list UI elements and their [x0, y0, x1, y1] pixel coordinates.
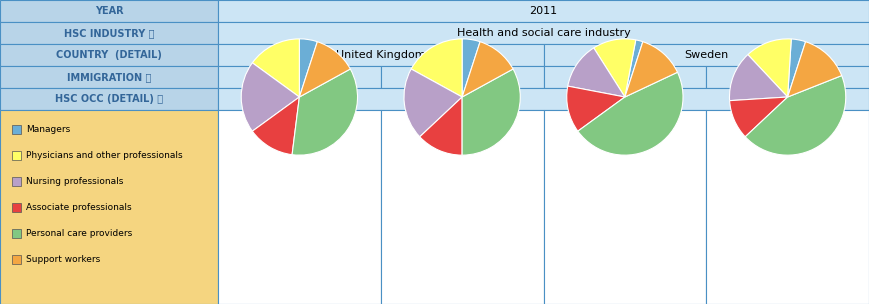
Bar: [0, 88, 218, 110]
Text: United Kingdom: United Kingdom: [336, 50, 426, 60]
Wedge shape: [594, 39, 636, 97]
Wedge shape: [746, 76, 846, 155]
Text: IMMIGRATION ⓘ: IMMIGRATION ⓘ: [67, 72, 151, 82]
Wedge shape: [462, 69, 521, 155]
Bar: [706, 66, 869, 88]
Wedge shape: [578, 72, 683, 155]
Wedge shape: [748, 39, 792, 97]
Text: Support workers: Support workers: [26, 255, 100, 264]
Wedge shape: [462, 39, 480, 97]
Text: Not an immigrant: Not an immigrant: [416, 72, 508, 82]
Wedge shape: [730, 97, 787, 137]
Bar: [0, 22, 218, 44]
Bar: [12, 125, 21, 134]
Wedge shape: [420, 97, 462, 155]
Bar: [218, 110, 381, 304]
Wedge shape: [292, 69, 357, 155]
Text: COUNTRY  (DETAIL): COUNTRY (DETAIL): [56, 50, 162, 60]
Text: Not an immigrant: Not an immigrant: [741, 72, 833, 82]
Text: 2011: 2011: [529, 6, 558, 16]
Wedge shape: [625, 40, 643, 97]
Bar: [381, 66, 543, 88]
Bar: [0, 44, 218, 66]
Wedge shape: [567, 48, 625, 97]
Bar: [543, 66, 706, 88]
Bar: [12, 229, 21, 238]
Bar: [218, 88, 869, 110]
Text: Personal care providers: Personal care providers: [26, 229, 132, 238]
Wedge shape: [567, 86, 625, 131]
Wedge shape: [729, 55, 787, 101]
Text: Associate professionals: Associate professionals: [26, 203, 131, 212]
Text: Physicians and other professionals: Physicians and other professionals: [26, 151, 182, 160]
Text: Immigrant: Immigrant: [272, 72, 327, 82]
Bar: [218, 0, 869, 22]
Wedge shape: [242, 63, 300, 131]
Text: Nursing professionals: Nursing professionals: [26, 177, 123, 186]
Text: Immigrant: Immigrant: [598, 72, 652, 82]
Bar: [543, 110, 706, 304]
Text: Managers: Managers: [26, 125, 70, 134]
Bar: [381, 110, 543, 304]
Bar: [0, 0, 218, 22]
Bar: [0, 66, 218, 88]
Wedge shape: [787, 39, 806, 97]
Bar: [218, 44, 543, 66]
Wedge shape: [462, 42, 513, 97]
Bar: [218, 22, 869, 44]
Bar: [12, 255, 21, 264]
Wedge shape: [625, 42, 678, 97]
Text: YEAR: YEAR: [95, 6, 123, 16]
Wedge shape: [252, 39, 300, 97]
Bar: [12, 151, 21, 160]
Bar: [12, 177, 21, 186]
Text: Sweden: Sweden: [684, 50, 728, 60]
Bar: [218, 66, 381, 88]
Wedge shape: [787, 42, 842, 97]
Wedge shape: [411, 39, 462, 97]
Text: HSC INDUSTRY ⓘ: HSC INDUSTRY ⓘ: [63, 28, 155, 38]
Wedge shape: [300, 42, 350, 97]
Bar: [543, 44, 869, 66]
Wedge shape: [300, 39, 317, 97]
Bar: [0, 110, 218, 304]
Bar: [706, 110, 869, 304]
Wedge shape: [252, 97, 300, 155]
Text: HSC OCC (DETAIL) ⓘ: HSC OCC (DETAIL) ⓘ: [55, 94, 163, 104]
Text: Health and social care industry: Health and social care industry: [456, 28, 630, 38]
Bar: [12, 203, 21, 212]
Wedge shape: [404, 69, 462, 137]
